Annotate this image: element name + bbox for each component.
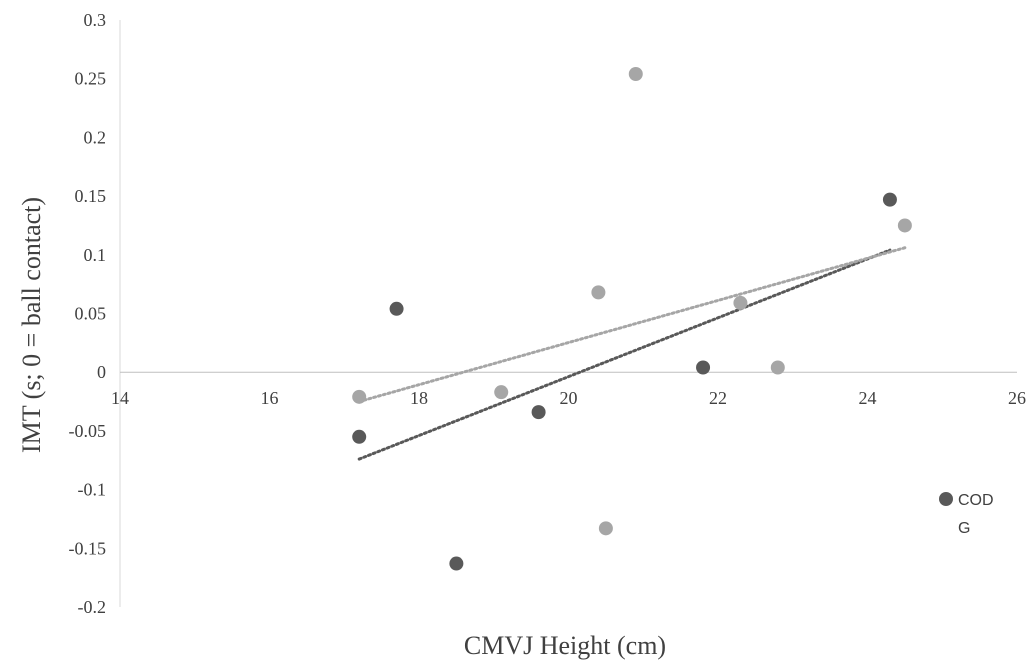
data-points (352, 67, 912, 571)
x-tick-label: 26 (1008, 388, 1026, 408)
legend-label-g: G (958, 520, 970, 537)
x-tick-label: 16 (261, 388, 279, 408)
legend-label-cod: COD (958, 492, 994, 509)
data-point-g (770, 360, 785, 375)
data-point-g (494, 385, 509, 400)
trendline-g (357, 246, 907, 404)
data-point-cod (882, 192, 897, 207)
data-point-cod (352, 429, 367, 444)
trendlines (357, 246, 907, 461)
x-tick-label: 14 (111, 388, 129, 408)
data-point-g (352, 389, 367, 404)
x-axis-title: CMVJ Height (cm) (464, 631, 666, 660)
x-axis: 14 16 18 20 22 24 26 (111, 371, 1026, 408)
x-tick-label: 24 (859, 388, 877, 408)
data-point-g (598, 521, 613, 536)
x-tick-label: 20 (560, 388, 578, 408)
y-tick-label: 0.15 (75, 186, 107, 206)
legend: COD G (939, 492, 994, 537)
x-tick-label: 18 (410, 388, 428, 408)
data-point-g (733, 295, 748, 310)
y-tick-label: 0.3 (84, 10, 107, 30)
y-tick-label: -0.2 (78, 597, 107, 617)
y-tick-label: 0.25 (75, 69, 107, 89)
x-tick-label: 22 (709, 388, 727, 408)
y-tick-label: -0.15 (69, 538, 107, 558)
y-tick-label: 0.05 (75, 304, 107, 324)
y-axis: 0.3 0.25 0.2 0.15 0.1 0.05 0 -0.05 -0.1 -0.15 -0.2 (69, 10, 121, 617)
trendline-cod (357, 248, 892, 461)
data-point-g (591, 285, 606, 300)
data-point-cod (389, 301, 404, 316)
y-tick-label: 0.1 (84, 245, 107, 265)
legend-marker-cod (939, 492, 953, 506)
y-axis-title: IMT (s; 0 = ball contact) (17, 197, 46, 453)
y-tick-label: -0.05 (69, 421, 107, 441)
data-point-cod (449, 556, 464, 571)
data-point-g (897, 218, 912, 233)
y-tick-label: 0 (97, 362, 106, 382)
data-point-g (628, 67, 643, 82)
data-point-cod (696, 360, 711, 375)
data-point-cod (531, 405, 546, 420)
y-tick-label: 0.2 (84, 127, 107, 147)
y-tick-label: -0.1 (78, 480, 107, 500)
